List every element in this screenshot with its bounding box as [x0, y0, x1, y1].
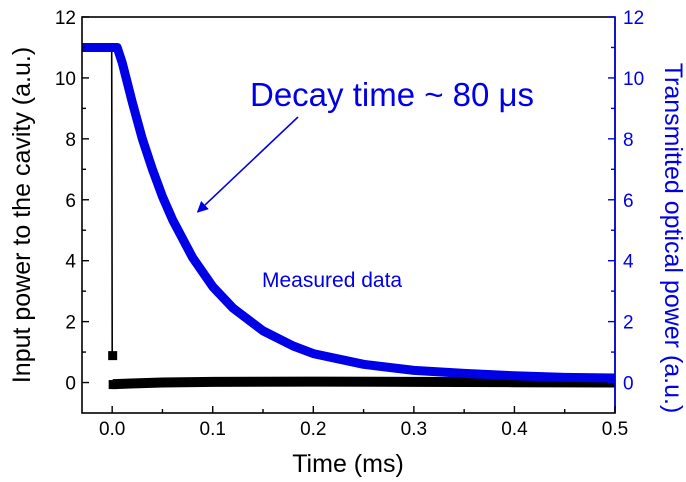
left-y-tick-label: 12	[55, 8, 76, 29]
input-power-series	[112, 376, 616, 390]
x-tick-label: 0.3	[401, 419, 427, 440]
decay-time-annotation: Decay time ~ 80 μs	[250, 76, 534, 113]
right-y-tick-label: 4	[623, 252, 634, 273]
left-y-tick-label: 8	[65, 130, 76, 151]
left-y-tick-label: 2	[65, 313, 76, 334]
x-tick-label: 0.0	[99, 419, 125, 440]
right-y-tick-label: 2	[623, 313, 634, 334]
right-y-tick-label: 10	[623, 69, 644, 90]
right-y-tick-label: 6	[623, 191, 634, 212]
input-power-marker	[108, 380, 118, 390]
left-y-tick-label: 10	[55, 69, 76, 90]
right-y-tick-label: 0	[623, 374, 634, 395]
right-y-tick-label: 12	[623, 8, 644, 29]
x-axis-ticks: 0.0 0.1 0.2 0.3 0.4 0.5	[99, 406, 628, 440]
x-tick-label: 0.5	[602, 419, 628, 440]
left-y-tick-label: 6	[65, 191, 76, 212]
input-power-marker	[108, 351, 118, 361]
right-y-tick-label: 8	[623, 130, 634, 151]
x-tick-label: 0.1	[200, 419, 226, 440]
left-y-axis-title: Input power to the cavity (a.u.)	[8, 47, 36, 383]
input-power-drop-line	[82, 46, 113, 356]
left-y-tick-label: 4	[65, 252, 76, 273]
transmitted-power-series	[82, 43, 616, 383]
right-y-axis-title: Transmitted optical power (a.u.)	[659, 63, 686, 414]
left-y-axis-ticks: 0 2 4 6 8 10 12	[55, 8, 89, 395]
x-tick-label: 0.4	[501, 419, 528, 440]
measured-data-label: Measured data	[262, 269, 402, 292]
x-axis-title: Time (ms)	[292, 450, 404, 478]
x-tick-label: 0.2	[300, 419, 326, 440]
left-y-tick-label: 0	[65, 374, 76, 395]
plot-series	[82, 43, 616, 390]
decay-time-arrow	[196, 116, 299, 213]
right-y-axis-ticks: 0 2 4 6 8 10 12	[608, 8, 644, 395]
